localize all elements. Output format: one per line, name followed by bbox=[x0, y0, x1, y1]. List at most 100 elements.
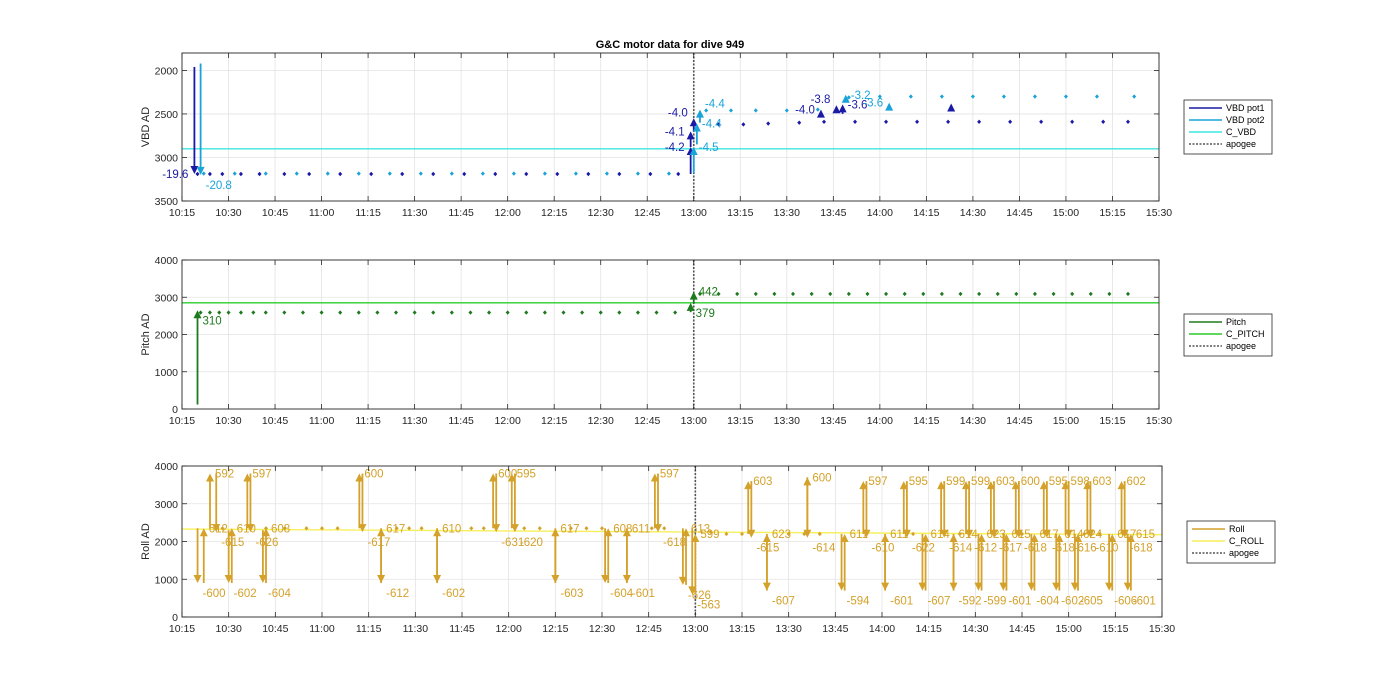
roll-move-head-17 bbox=[492, 524, 501, 533]
roll-move-label-10: 600 bbox=[364, 469, 383, 481]
roll-move-head-3 bbox=[212, 524, 221, 533]
roll-move-label-53: -612 bbox=[974, 543, 997, 555]
roll-series0-point-26 bbox=[957, 531, 962, 537]
roll-series0-point-11 bbox=[522, 526, 527, 531]
vbd-series0-point-27 bbox=[946, 119, 951, 124]
vbd-xtick-label-9: 12:30 bbox=[588, 207, 614, 219]
vbd-series0-point-21 bbox=[766, 121, 771, 126]
pitch-series0-point-37 bbox=[846, 291, 851, 297]
roll-move-head-76 bbox=[1117, 481, 1126, 490]
roll-move-head-44 bbox=[899, 481, 908, 490]
roll-move-head-26 bbox=[650, 473, 659, 482]
pitch-xtick-label-17: 14:30 bbox=[960, 415, 986, 427]
roll-move-label-52: 599 bbox=[971, 476, 990, 488]
vbd-ytick-label-3: 3500 bbox=[155, 196, 179, 208]
vbd-xtick-label-20: 15:15 bbox=[1099, 207, 1125, 219]
pitch-xtick-label-3: 11:00 bbox=[309, 415, 335, 427]
pitch-series0-point-6 bbox=[263, 310, 268, 315]
vbd-series0-point-31 bbox=[1070, 119, 1075, 124]
roll-move-head-13 bbox=[377, 528, 386, 537]
pitch-series0-point-15 bbox=[431, 310, 436, 315]
roll-move-label-32: 603 bbox=[753, 476, 772, 488]
vbd-move-head-9 bbox=[832, 105, 841, 114]
roll-move-label-50: -592 bbox=[959, 596, 982, 608]
roll-move-head-72 bbox=[1083, 481, 1092, 490]
roll-move-head-74 bbox=[1105, 582, 1114, 591]
vbd-series0-point-29 bbox=[1008, 119, 1013, 124]
pitch-series0-point-29 bbox=[697, 291, 702, 297]
roll-move-head-78 bbox=[1123, 582, 1132, 591]
roll-move-label-4: -602 bbox=[234, 588, 257, 600]
roll-move-label-20: -603 bbox=[560, 588, 583, 600]
vbd-move-head-8 bbox=[816, 109, 825, 118]
pitch-xtick-label-12: 13:15 bbox=[727, 415, 753, 427]
vbd-xtick-label-19: 15:00 bbox=[1053, 207, 1079, 219]
roll-series0-point-12 bbox=[537, 526, 542, 531]
roll-legend-label-2: apogee bbox=[1229, 548, 1259, 558]
vbd-series0-point-9 bbox=[400, 171, 405, 177]
pitch-ytick-label-3: 3000 bbox=[155, 292, 179, 304]
pitch-series0-point-16 bbox=[449, 310, 454, 315]
vbd-ytick-label-2: 3000 bbox=[155, 152, 179, 164]
pitch-series0-point-0 bbox=[198, 310, 203, 315]
vbd-series1-point-11 bbox=[542, 171, 547, 176]
roll-move-head-37 bbox=[803, 529, 812, 538]
roll-move-head-69 bbox=[1064, 529, 1073, 538]
roll-move-label-78: -601 bbox=[1133, 596, 1156, 608]
vbd-series1-point-18 bbox=[753, 108, 758, 113]
roll-move-head-0 bbox=[193, 575, 202, 584]
roll-series0-point-7 bbox=[407, 526, 412, 531]
vbd-series1-point-26 bbox=[1001, 94, 1006, 99]
roll-panel: -600612592-615-602610597-626-604608600-6… bbox=[140, 461, 1276, 635]
roll-series0-point-17 bbox=[662, 526, 667, 531]
pitch-series0-point-21 bbox=[542, 310, 547, 315]
pitch-series0-point-22 bbox=[561, 310, 566, 315]
roll-move-head-18 bbox=[507, 473, 516, 482]
pitch-ytick-label-2: 2000 bbox=[155, 330, 179, 342]
roll-xtick-label-0: 10:15 bbox=[169, 623, 195, 635]
roll-move-head-4 bbox=[224, 575, 233, 584]
pitch-ytick-label-1: 1000 bbox=[155, 367, 179, 379]
vbd-series0-point-4 bbox=[257, 171, 262, 177]
roll-move-head-57 bbox=[990, 529, 998, 538]
vbd-xtick-label-11: 13:00 bbox=[681, 207, 707, 219]
roll-move-head-33 bbox=[747, 529, 756, 538]
vbd-move-label-11: -3.2 bbox=[851, 90, 871, 102]
vbd-series1-point-24 bbox=[939, 94, 944, 99]
roll-move-head-64 bbox=[1039, 481, 1048, 490]
roll-move-label-73: -610 bbox=[1095, 543, 1118, 555]
vbd-move-head-0 bbox=[190, 166, 199, 175]
pitch-xtick-label-15: 14:00 bbox=[867, 415, 893, 427]
vbd-xtick-label-5: 11:30 bbox=[402, 207, 428, 219]
pitch-series0-point-30 bbox=[716, 291, 721, 297]
roll-move-label-48: 599 bbox=[946, 476, 965, 488]
roll-xtick-label-4: 11:15 bbox=[356, 623, 382, 635]
vbd-series1-point-0 bbox=[201, 171, 206, 176]
roll-move-head-7 bbox=[246, 524, 255, 533]
roll-xtick-label-16: 14:15 bbox=[916, 623, 942, 635]
vbd-move-label-6: -4.4 bbox=[702, 119, 722, 131]
roll-move-head-63 bbox=[1030, 533, 1039, 542]
vbd-series1-point-21 bbox=[846, 95, 851, 100]
roll-move-label-42: -601 bbox=[890, 596, 913, 608]
vbd-move-label-7: -4.4 bbox=[705, 99, 725, 111]
pitch-xtick-label-18: 14:45 bbox=[1006, 415, 1032, 427]
roll-series0-point-15 bbox=[600, 526, 604, 531]
roll-move-label-45: -622 bbox=[912, 543, 935, 555]
roll-xtick-label-20: 15:15 bbox=[1102, 623, 1128, 635]
vbd-series1-point-23 bbox=[908, 94, 913, 99]
pitch-series0-point-26 bbox=[635, 310, 640, 315]
roll-move-head-68 bbox=[1061, 481, 1070, 490]
roll-move-head-52 bbox=[962, 481, 970, 490]
roll-move-label-35: 623 bbox=[772, 529, 791, 541]
vbd-series0-point-14 bbox=[555, 171, 560, 177]
roll-move-label-57: -617 bbox=[999, 543, 1022, 555]
pitch-series0-point-32 bbox=[753, 291, 758, 297]
vbd-series0-point-5 bbox=[282, 171, 287, 177]
roll-move-label-21: 617 bbox=[560, 523, 579, 535]
vbd-axes-box bbox=[181, 52, 1160, 202]
vbd-series0-point-18 bbox=[676, 171, 681, 177]
pitch-ytick-label-0: 0 bbox=[172, 404, 178, 416]
